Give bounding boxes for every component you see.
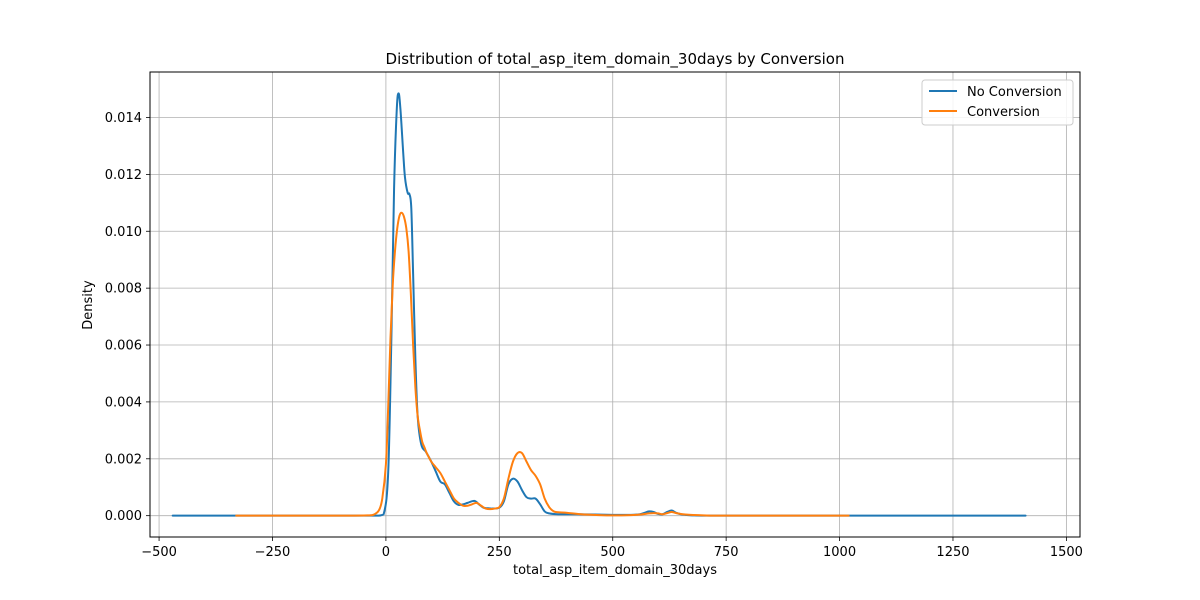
y-tick-label: 0.002 [105, 452, 142, 467]
plot-lines [171, 92, 1027, 517]
y-tick-label: 0.014 [105, 111, 142, 126]
legend-box [921, 79, 1074, 126]
x-axis-ticks: −500 −250 0 250 500 750 1000 1250 1500 [141, 537, 1083, 560]
x-tick-label: 250 [487, 545, 512, 560]
y-axis-title: Density [81, 280, 96, 330]
y-tick-label: 0.000 [105, 509, 142, 524]
x-tick-label: 1500 [1050, 545, 1083, 560]
y-tick-label: 0.010 [105, 225, 142, 240]
legend-label-no-conversion: No Conversion [967, 85, 1062, 100]
y-axis-ticks: 0.000 0.002 0.004 0.006 0.008 0.010 0.012 0.014 [105, 111, 150, 524]
series-line-conversion [235, 211, 850, 517]
chart-title: Distribution of total_asp_item_domain_30… [386, 50, 845, 69]
series-line-no-conversion [171, 92, 1027, 517]
x-tick-label: −500 [141, 545, 177, 560]
y-tick-label: 0.012 [105, 168, 142, 183]
x-tick-label: −250 [255, 545, 291, 560]
legend-label-conversion: Conversion [967, 105, 1040, 120]
y-tick-label: 0.006 [105, 339, 142, 354]
x-tick-label: 1250 [936, 545, 969, 560]
plot-frame [149, 71, 1081, 538]
x-tick-label: 1000 [823, 545, 856, 560]
y-tick-label: 0.004 [105, 395, 142, 410]
legend: No Conversion Conversion [921, 79, 1074, 126]
x-tick-label: 750 [714, 545, 739, 560]
y-tick-label: 0.008 [105, 282, 142, 297]
grid-lines [150, 72, 1080, 537]
x-tick-label: 0 [382, 545, 390, 560]
x-axis-title: total_asp_item_domain_30days [513, 563, 717, 578]
x-tick-label: 500 [600, 545, 625, 560]
